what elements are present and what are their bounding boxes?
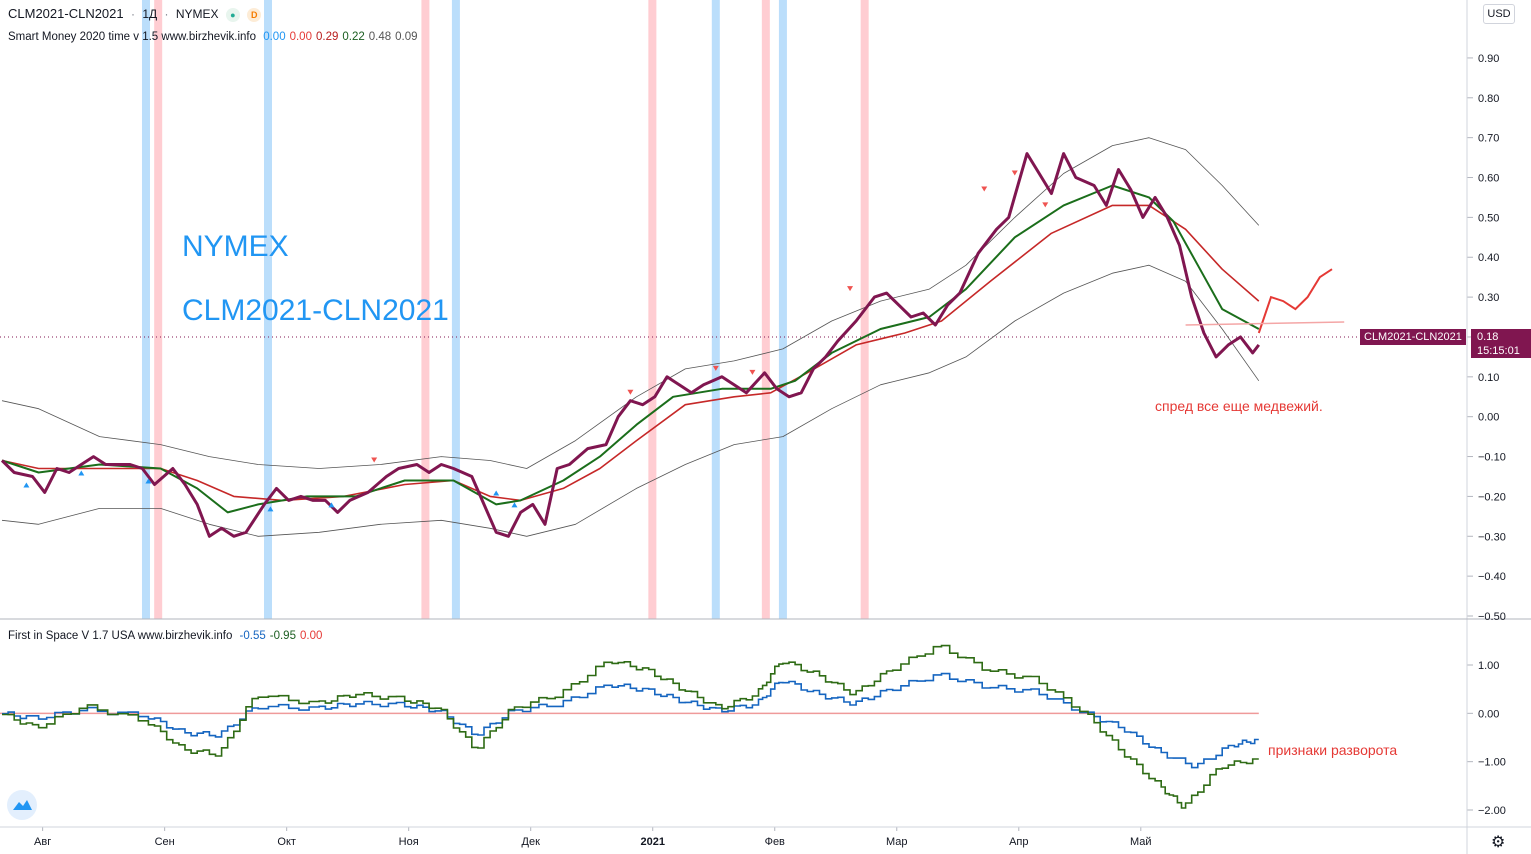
- indicator1-value-0: 0.00: [263, 31, 286, 43]
- pink-zone-3: [761, 0, 770, 619]
- up-marker-0: [23, 482, 30, 488]
- chart-grid: [42, 57, 1473, 831]
- price-tick-label-4: −0.10: [1478, 452, 1506, 464]
- osc-series-osc_blue: [2, 672, 1259, 769]
- price-tick-label-3: −0.20: [1478, 491, 1506, 503]
- symbol-label[interactable]: CLM2021-CLN2021: [8, 6, 124, 21]
- down-marker-7: [1042, 202, 1049, 208]
- blue-zone-0: [141, 0, 150, 619]
- price-tag-value: 0.18: [1471, 329, 1531, 345]
- down-marker-6: [1011, 170, 1018, 176]
- indicator2-value-0: -0.55: [239, 630, 266, 642]
- price-tick-label-10: 0.50: [1478, 212, 1499, 224]
- price-tick-label-12: 0.70: [1478, 133, 1499, 145]
- currency-button[interactable]: USD: [1483, 4, 1515, 24]
- osc-series-osc_green: [2, 644, 1259, 809]
- price-tag-symbol: CLM2021-CLN2021: [1360, 329, 1466, 345]
- blue-zone-2: [451, 0, 460, 619]
- horizontal-level-line: [1185, 321, 1345, 326]
- up-marker-6: [511, 502, 518, 508]
- price-tick-label-11: 0.60: [1478, 173, 1499, 185]
- indicator2-name[interactable]: First in Space V 1.7 USA www.birzhevik.i…: [8, 630, 233, 642]
- chart-legend-main[interactable]: CLM2021-CLN2021 · 1Д · NYMEX ● D: [8, 6, 265, 22]
- indicator1-value-4: 0.48: [368, 31, 392, 43]
- interval-label[interactable]: 1Д: [142, 7, 158, 21]
- indicator1-value-1: 0.00: [289, 31, 312, 43]
- time-axis-labels: Авг Сен Окт Ноя Дек 2021 Фев Мар Апр Май: [34, 836, 1152, 848]
- indicator2-value-2: 0.00: [299, 630, 323, 642]
- annotation-bearish-note: спред все еще медвежий.: [1155, 398, 1323, 414]
- series-band-4: [1, 264, 1260, 537]
- indicator1-value-2: 0.29: [315, 31, 339, 43]
- series-ma_fast-1: [1, 184, 1260, 514]
- up-marker-2: [145, 478, 152, 484]
- up-marker-3: [267, 506, 274, 512]
- series-band-3: [1, 137, 1260, 469]
- blue-zone-1: [264, 0, 273, 619]
- up-marker-4: [328, 502, 335, 508]
- price-tick-label-0: −0.50: [1478, 611, 1506, 623]
- up-marker-5: [493, 490, 500, 496]
- price-tick-label-13: 0.80: [1478, 93, 1499, 105]
- gear-icon[interactable]: ⚙: [1491, 834, 1506, 851]
- blue-zone-3: [711, 0, 720, 619]
- price-tick-label-8: 0.30: [1478, 292, 1499, 304]
- time-label-8: Апр: [1009, 836, 1028, 848]
- signal-markers: [23, 170, 1049, 512]
- osc-tick-label-3: 1.00: [1478, 660, 1499, 672]
- down-marker-4: [847, 286, 854, 292]
- indicator1-value-5: 0.09: [395, 31, 418, 43]
- indicator2-value-1: -0.95: [269, 630, 296, 642]
- tradingview-logo-icon[interactable]: [7, 790, 37, 820]
- price-tick-label-2: −0.30: [1478, 531, 1506, 543]
- time-label-0: Авг: [34, 836, 51, 848]
- oscillator-pane-series: [0, 644, 1259, 809]
- down-marker-5: [981, 186, 988, 192]
- series-price-0: [0, 152, 1260, 538]
- down-marker-0: [371, 457, 378, 463]
- indicator1-name[interactable]: Smart Money 2020 time v 1.5 www.birzhevi…: [8, 31, 256, 43]
- price-tick-label-14: 0.90: [1478, 53, 1499, 65]
- forecast-line: [1257, 268, 1333, 334]
- price-tag-time: 15:15:01: [1471, 344, 1531, 358]
- osc-tick-label-2: 0.00: [1478, 708, 1499, 720]
- time-label-4: Дек: [522, 836, 541, 848]
- time-label-6: Фев: [765, 836, 785, 848]
- time-label-9: Май: [1130, 836, 1152, 848]
- price-tick-label-5: 0.00: [1478, 412, 1499, 424]
- indicator1-value-3: 0.22: [342, 31, 365, 43]
- annotation-title-symbol: CLM2021-CLN2021: [182, 294, 449, 327]
- osc-tick-label-0: −2.00: [1478, 805, 1506, 817]
- time-label-2: Окт: [277, 836, 296, 848]
- time-label-1: Сен: [155, 836, 175, 848]
- series-ma_slow-2: [1, 204, 1260, 502]
- price-tick-label-6: 0.10: [1478, 372, 1499, 384]
- blue-zone-4: [778, 0, 787, 619]
- eye-icon[interactable]: ●: [225, 7, 240, 22]
- oscillator-axis-labels: −2.00 −1.00 0.00 1.00: [1478, 660, 1506, 817]
- exchange-label: NYMEX: [175, 7, 219, 21]
- pink-zone-1: [421, 0, 430, 619]
- pink-zone-0: [154, 0, 163, 619]
- time-label-7: Мар: [886, 836, 908, 848]
- down-marker-2: [712, 365, 719, 371]
- price-pane-series: [0, 137, 1345, 538]
- price-tick-label-9: 0.40: [1478, 252, 1499, 264]
- pink-zone-2: [648, 0, 657, 619]
- annotation-reversal-note: признаки разворота: [1268, 742, 1398, 758]
- up-marker-1: [78, 470, 85, 476]
- price-tick-label-1: −0.40: [1478, 571, 1506, 583]
- down-marker-3: [749, 369, 756, 375]
- annotation-title-exchange: NYMEX: [182, 230, 289, 263]
- time-label-3: Ноя: [399, 836, 419, 848]
- time-label-5: 2021: [640, 836, 664, 848]
- down-marker-1: [627, 389, 634, 395]
- osc-tick-label-1: −1.00: [1478, 757, 1506, 769]
- indicator1-legend[interactable]: Smart Money 2020 time v 1.5 www.birzhevi…: [8, 31, 426, 43]
- indicator2-legend[interactable]: First in Space V 1.7 USA www.birzhevik.i…: [8, 630, 330, 642]
- d-badge[interactable]: D: [247, 7, 262, 22]
